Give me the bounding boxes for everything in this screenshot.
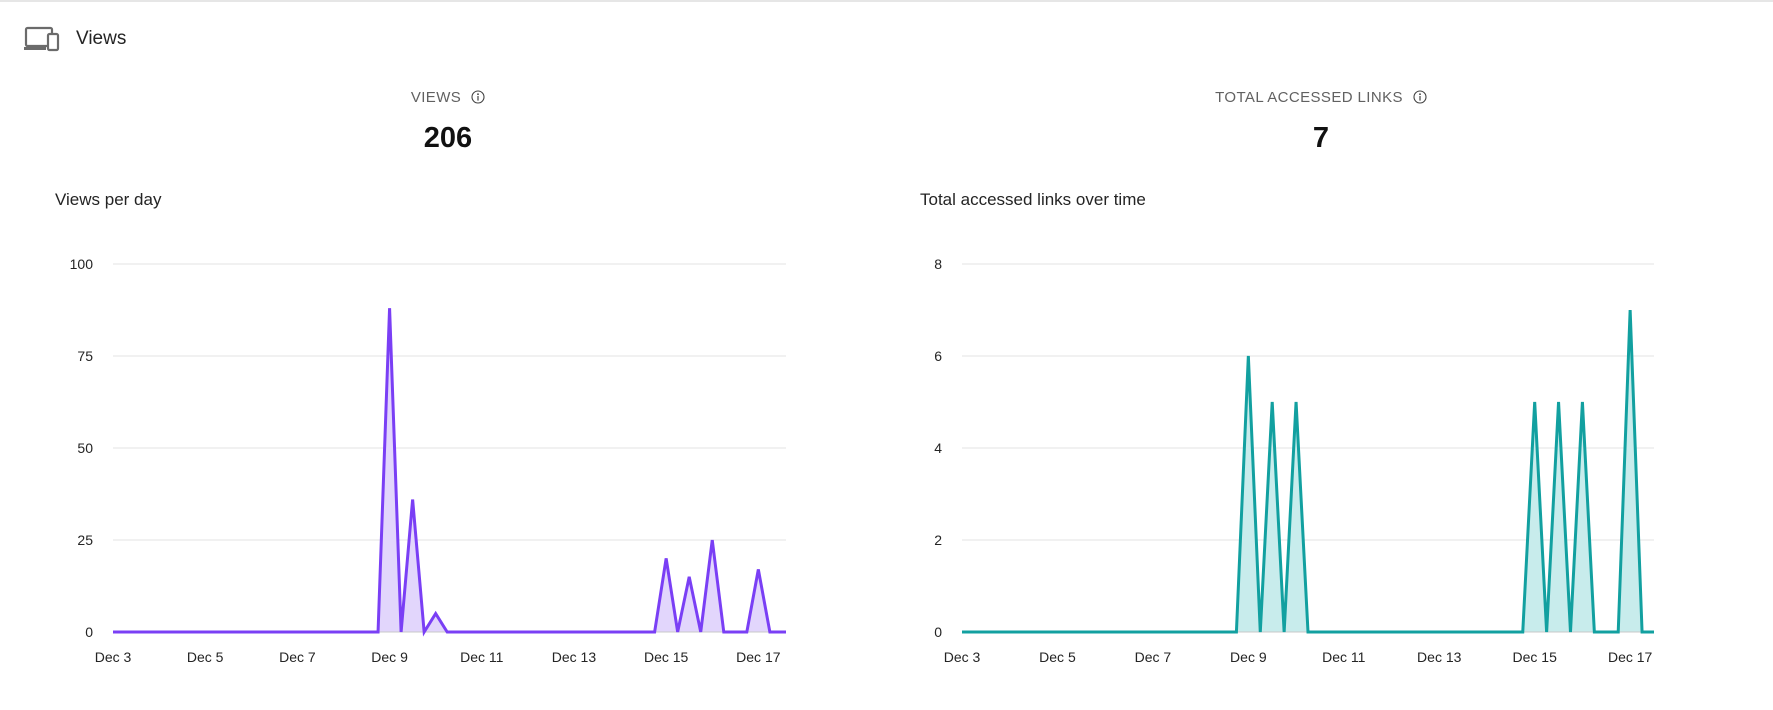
x-tick-label: Dec 11 xyxy=(460,649,504,665)
views-chart-title: Views per day xyxy=(55,190,162,209)
y-tick-label: 100 xyxy=(70,256,94,272)
links-series-line xyxy=(962,309,1654,634)
views-metric-label: VIEWS xyxy=(410,88,462,106)
y-tick-label: 25 xyxy=(77,532,93,548)
info-icon[interactable] xyxy=(1413,90,1427,104)
y-tick-label: 4 xyxy=(934,440,942,456)
x-tick-label: Dec 7 xyxy=(1135,649,1172,665)
x-tick-label: Dec 9 xyxy=(1230,649,1267,665)
y-tick-label: 50 xyxy=(77,440,93,456)
y-tick-label: 2 xyxy=(934,532,942,548)
info-icon[interactable] xyxy=(471,90,485,104)
devices-icon xyxy=(24,26,60,52)
x-tick-label: Dec 7 xyxy=(279,649,316,665)
y-tick-label: 8 xyxy=(934,256,942,272)
section-header: Views xyxy=(24,26,126,52)
x-tick-label: Dec 17 xyxy=(736,649,781,665)
links-series-area xyxy=(962,310,1654,632)
x-tick-label: Dec 13 xyxy=(552,649,597,665)
y-tick-label: 6 xyxy=(934,348,942,364)
views-metric: VIEWS 206 xyxy=(268,88,628,154)
x-tick-label: Dec 11 xyxy=(1322,649,1366,665)
section-title: Views xyxy=(76,28,127,49)
accessed-links-metric: TOTAL ACCESSED LINKS 7 xyxy=(1141,88,1501,154)
views-metric-value: 206 xyxy=(423,122,473,154)
x-tick-label: Dec 3 xyxy=(944,649,981,665)
x-tick-label: Dec 15 xyxy=(644,649,689,665)
x-tick-label: Dec 5 xyxy=(187,649,224,665)
views-series-area xyxy=(113,308,786,632)
x-tick-label: Dec 3 xyxy=(95,649,132,665)
views-series-line xyxy=(113,308,786,637)
y-tick-label: 0 xyxy=(85,624,93,640)
y-tick-label: 0 xyxy=(934,624,942,640)
views-per-day-chart: 0 25 50 75 100 Dec 3 Dec 5 Dec 7 Dec 9 Dec 11 Dec … xyxy=(70,256,787,665)
x-tick-label: Dec 17 xyxy=(1608,649,1653,665)
x-tick-label: Dec 9 xyxy=(371,649,408,665)
accessed-links-metric-label: TOTAL ACCESSED LINKS xyxy=(1215,88,1403,106)
links-chart-title: Total accessed links over time xyxy=(920,190,1146,209)
x-tick-label: Dec 15 xyxy=(1513,649,1558,665)
accessed-links-chart: 0 2 4 6 8 Dec 3 Dec 5 Dec 7 Dec 9 Dec 11 Dec 13 Dec… xyxy=(934,256,1655,665)
x-tick-label: Dec 13 xyxy=(1417,649,1462,665)
y-tick-label: 75 xyxy=(77,348,93,364)
top-divider xyxy=(0,0,1773,2)
x-tick-label: Dec 5 xyxy=(1039,649,1076,665)
accessed-links-metric-value: 7 xyxy=(1312,122,1330,154)
